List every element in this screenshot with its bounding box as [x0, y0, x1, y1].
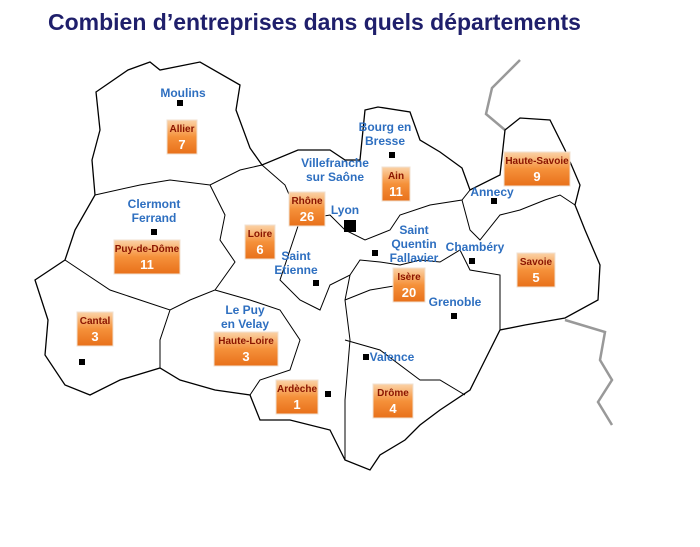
department-name: Drôme: [377, 388, 409, 399]
city-marker: [79, 359, 85, 365]
city-marker: [313, 280, 319, 286]
city-label: Chambéry: [446, 240, 505, 254]
city-label: Clermont: [128, 197, 181, 211]
department-count: 3: [242, 349, 249, 364]
title: Combien d’entreprises dans quels départe…: [48, 9, 581, 35]
department-name: Haute-Loire: [218, 336, 274, 347]
city-label: Etienne: [274, 263, 318, 277]
department-name: Haute-Savoie: [505, 156, 569, 167]
department-box: [166, 119, 198, 155]
department-box: [288, 191, 326, 227]
city-label: Grenoble: [429, 295, 482, 309]
city-marker: [363, 354, 369, 360]
department-box: [76, 311, 114, 347]
city-label: Ferrand: [132, 211, 177, 225]
department-name: Savoie: [520, 257, 553, 268]
city-label: sur Saône: [306, 170, 364, 184]
department-count: 6: [256, 242, 263, 257]
city-marker: [325, 391, 331, 397]
department-box: [275, 379, 319, 415]
foreign-border: [484, 59, 614, 426]
department-count: 7: [178, 137, 185, 152]
city-label: Fallavier: [390, 251, 439, 265]
city-label: Saint: [399, 223, 428, 237]
department-name: Rhône: [291, 196, 323, 207]
department-count: 3: [91, 329, 98, 344]
city-marker: [451, 313, 457, 319]
department-name: Allier: [169, 124, 194, 135]
department-box: [213, 331, 279, 367]
department-count: 1: [293, 397, 300, 412]
city-marker: [491, 198, 497, 204]
department-box: [381, 166, 411, 202]
city-label: en Velay: [221, 317, 269, 331]
department-box: [372, 383, 414, 419]
city-marker: [344, 220, 356, 232]
city-label: Lyon: [331, 203, 359, 217]
city-label: Moulins: [160, 86, 206, 100]
region-border: [34, 61, 601, 471]
department-box: [503, 151, 571, 187]
city-label: Bresse: [365, 134, 405, 148]
city-label: Annecy: [470, 185, 514, 199]
department-name: Ardèche: [277, 384, 317, 395]
department-name: Isère: [397, 272, 421, 283]
department-count: 20: [402, 285, 416, 300]
department-name: Ain: [388, 171, 404, 182]
department-count: 4: [389, 401, 397, 416]
department-count: 9: [533, 169, 540, 184]
city-label: Quentin: [391, 237, 436, 251]
department-count: 5: [532, 270, 539, 285]
department-count: 11: [389, 184, 403, 199]
city-label: Villefranche: [301, 156, 369, 170]
department-box: [516, 252, 556, 288]
city-label: Bourg en: [359, 120, 412, 134]
city-label: Saint: [281, 249, 310, 263]
department-borders: [64, 164, 576, 460]
city-marker: [151, 229, 157, 235]
city-label: Le Puy: [225, 303, 265, 317]
city-marker: [469, 258, 475, 264]
department-count: 11: [140, 257, 154, 272]
department-name: Cantal: [80, 316, 111, 327]
department-box: [392, 267, 426, 303]
department-name: Loire: [248, 229, 273, 240]
city-marker: [372, 250, 378, 256]
department-box: [244, 224, 276, 260]
department-count: 26: [300, 209, 314, 224]
department-box: [113, 239, 181, 275]
city-marker: [389, 152, 395, 158]
city-marker: [177, 100, 183, 106]
city-label: Valence: [370, 350, 415, 364]
department-name: Puy-de-Dôme: [115, 244, 180, 255]
